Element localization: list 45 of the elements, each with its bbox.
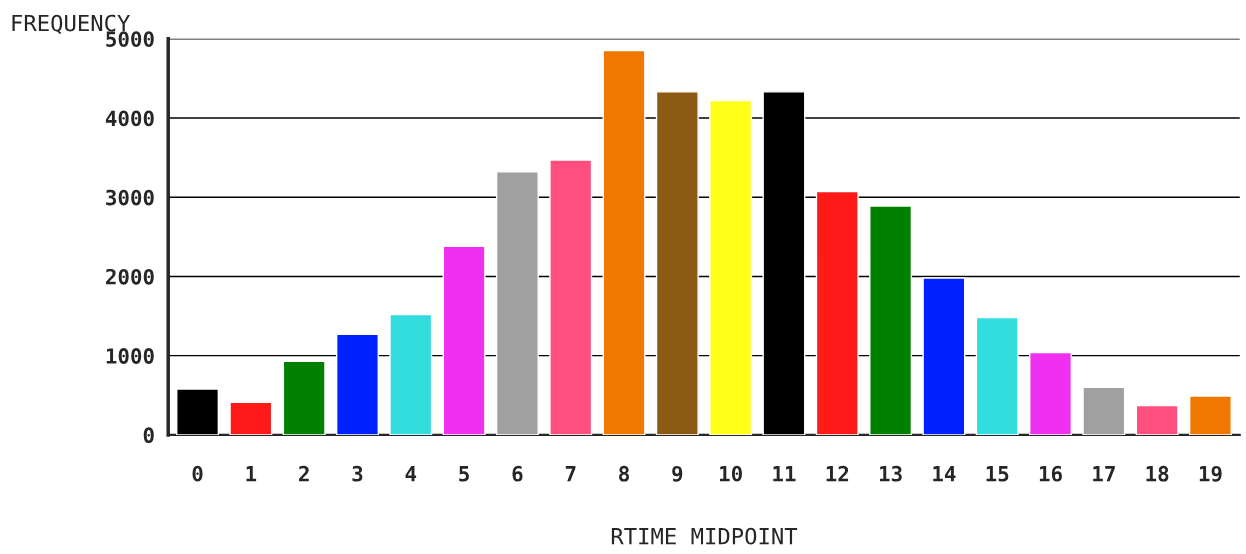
x-tick-label: 7 <box>565 466 576 482</box>
y-tick-label: 4000 <box>105 110 154 127</box>
y-tick-label: 2000 <box>106 268 154 285</box>
x-tick-label: 8 <box>619 465 629 482</box>
x-tick-label: 19 <box>1199 465 1222 482</box>
x-tick-label: 9 <box>672 465 683 482</box>
bar <box>655 91 699 435</box>
bar <box>709 99 753 435</box>
y-tick-label: 1000 <box>106 348 154 364</box>
bar <box>1135 404 1179 435</box>
x-tick-label: 11 <box>773 466 796 482</box>
bar <box>282 360 326 435</box>
x-tick-label: 15 <box>986 466 1009 482</box>
bar <box>1082 386 1126 435</box>
bar <box>442 245 486 435</box>
x-tick-label: 6 <box>512 465 523 482</box>
bar <box>549 159 593 435</box>
x-tick-label: 4 <box>405 466 417 482</box>
y-tick-label: 0 <box>143 427 154 444</box>
bar <box>1029 351 1073 435</box>
x-tick-label: 5 <box>459 466 469 482</box>
bar <box>815 190 859 435</box>
x-tick-label: 10 <box>720 465 742 482</box>
x-tick-label: 12 <box>826 465 849 482</box>
x-tick-label: 16 <box>1039 465 1062 482</box>
x-axis-title: RTIME MIDPOINT <box>611 527 798 545</box>
bar <box>389 313 433 435</box>
x-tick-label: 3 <box>352 465 363 482</box>
bar <box>922 277 966 435</box>
bar <box>869 205 913 435</box>
bar <box>975 316 1019 435</box>
x-tick-label: 2 <box>299 465 309 482</box>
x-tick-label: 0 <box>192 465 203 482</box>
y-tick-label: 3000 <box>106 189 154 206</box>
x-tick-label: 1 <box>246 466 257 482</box>
bar <box>495 171 539 435</box>
bar <box>176 388 220 435</box>
x-tick-label: 17 <box>1093 466 1115 482</box>
bar <box>229 401 273 435</box>
x-tick-label: 18 <box>1146 465 1169 482</box>
bar <box>1188 395 1232 435</box>
bar <box>602 49 646 435</box>
x-tick-label: 13 <box>879 465 902 482</box>
bar <box>335 333 379 435</box>
x-tick-label: 14 <box>933 466 956 482</box>
